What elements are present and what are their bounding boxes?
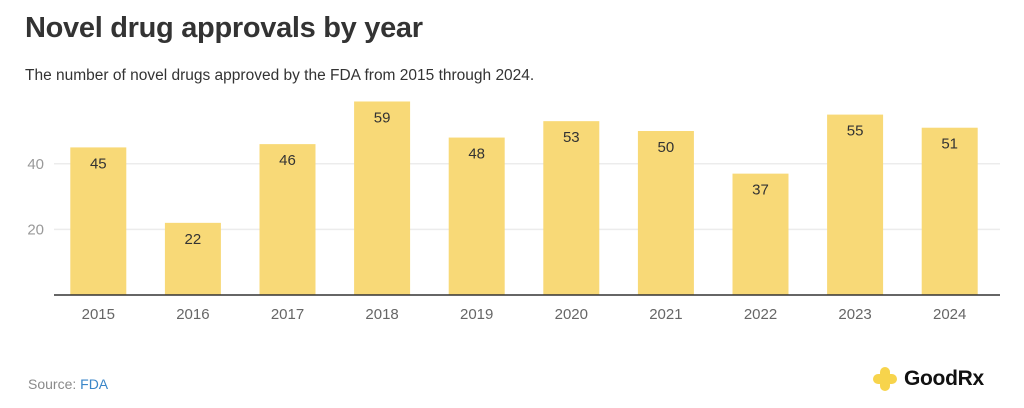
x-tick-label: 2024 [933,306,966,323]
data-label: 53 [563,129,580,146]
bar [448,137,505,295]
bar [637,131,694,295]
source-link[interactable]: FDA [80,376,109,392]
plus-cross-icon [873,367,897,391]
data-label: 45 [90,155,107,172]
bar [543,121,600,295]
bar [921,127,978,295]
bar [164,222,221,295]
data-label: 37 [752,182,769,199]
data-label: 48 [468,146,485,163]
brand-name: GoodRx [904,367,984,390]
bar [259,144,316,295]
x-tick-label: 2018 [365,306,398,323]
x-tick-label: 2020 [555,306,588,323]
bar [827,114,884,295]
bar [732,173,789,295]
x-tick-label: 2016 [176,306,209,323]
data-label: 51 [941,136,958,153]
data-label: 59 [374,109,391,126]
x-tick-label: 2022 [744,306,777,323]
y-tick-label: 40 [27,156,44,173]
x-tick-label: 2023 [838,306,871,323]
x-tick-label: 2017 [271,306,304,323]
bar [354,101,411,295]
data-label: 55 [847,123,864,140]
x-tick-label: 2021 [649,306,682,323]
brand-logo: GoodRx [872,366,984,392]
bar [70,147,127,295]
data-label: 50 [658,139,675,156]
source-note: Source: FDA [28,376,108,392]
data-label: 22 [185,231,202,248]
y-tick-label: 20 [27,221,44,238]
source-label: Source: [28,376,77,392]
chart-title: Novel drug approvals by year [25,12,423,44]
x-tick-label: 2019 [460,306,493,323]
x-tick-label: 2015 [82,306,115,323]
chart-subtitle: The number of novel drugs approved by th… [25,67,535,84]
bar-chart: 20 40 45 2015 22 2016 46 2017 59 2018 48 2019 53 2020… [27,101,1000,323]
data-label: 46 [279,152,296,169]
